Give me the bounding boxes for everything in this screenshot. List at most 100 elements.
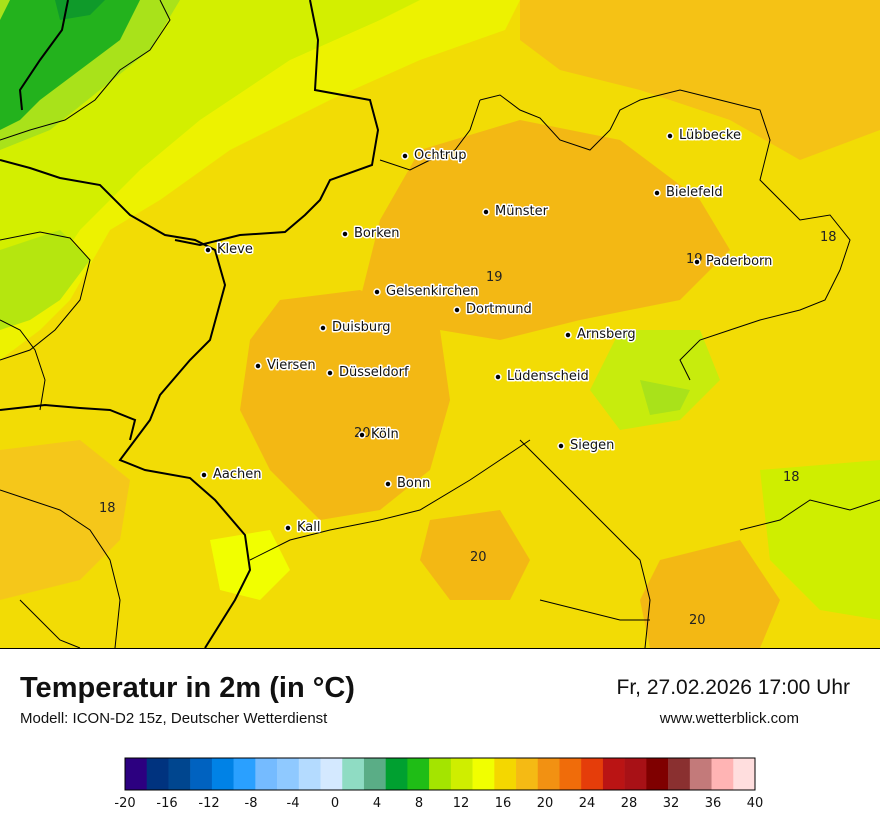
zone-18-northeast [520, 0, 880, 160]
city-dot [557, 442, 565, 450]
city-viersen[interactable]: Viersen [254, 357, 317, 375]
city-dot [284, 524, 292, 532]
isotherm-label: 20 [689, 613, 706, 628]
legend-tick-label: -8 [245, 796, 258, 811]
legend-swatch [168, 758, 191, 790]
city-label: Bonn [397, 476, 430, 491]
map-canvas: 19 19 18 20 18 18 20 20 Lübbecke Ochtrup… [0, 0, 880, 648]
city-dot [204, 246, 212, 254]
city-bielefeld[interactable]: Bielefeld [653, 184, 724, 202]
city-dot [453, 306, 461, 314]
legend-swatch [385, 758, 408, 790]
legend-tick-label: 24 [579, 796, 596, 811]
legend-swatch [320, 758, 343, 790]
isotherm-label: 18 [820, 230, 837, 245]
legend-tick-label: 20 [537, 796, 554, 811]
city-dot [494, 373, 502, 381]
city-label: Lüdenscheid [507, 369, 589, 384]
city-label: Kleve [217, 242, 253, 257]
city-dot [482, 208, 490, 216]
city-dot [373, 288, 381, 296]
zone-east-lime [590, 330, 720, 430]
city-luedenscheid[interactable]: Lüdenscheid [494, 368, 590, 386]
legend-tick-label: 0 [331, 796, 339, 811]
city-ochtrup[interactable]: Ochtrup [401, 147, 468, 165]
city-kleve[interactable]: Kleve [204, 241, 254, 259]
city-label: Münster [495, 204, 549, 219]
city-label: Duisburg [332, 320, 391, 335]
city-dot [319, 324, 327, 332]
legend-tick-label: 16 [495, 796, 512, 811]
city-kall[interactable]: Kall [284, 519, 322, 537]
legend-swatch [146, 758, 169, 790]
city-arnsberg[interactable]: Arnsberg [564, 326, 637, 344]
zone-southeast-lime [760, 460, 880, 620]
city-label: Aachen [213, 467, 261, 482]
color-legend: -20 -16 -12 -8 -4 0 4 8 12 16 20 24 28 32 36 40 [110, 756, 770, 816]
city-label: Lübbecke [679, 128, 741, 143]
city-dot [326, 369, 334, 377]
legend-swatch [211, 758, 234, 790]
city-bonn[interactable]: Bonn [384, 475, 432, 493]
city-borken[interactable]: Borken [341, 225, 401, 243]
city-gelsenkirchen[interactable]: Gelsenkirchen [373, 283, 480, 301]
model-source: Modell: ICON-D2 15z, Deutscher Wetterdie… [20, 710, 328, 727]
legend-swatch [298, 758, 321, 790]
city-label: Köln [371, 427, 399, 442]
national-border [0, 0, 380, 648]
temperature-map[interactable]: 19 19 18 20 18 18 20 20 Lübbecke Ochtrup… [0, 0, 880, 649]
city-luebbecke[interactable]: Lübbecke [666, 127, 742, 145]
city-duesseldorf[interactable]: Düsseldorf [326, 364, 410, 382]
legend-swatch [363, 758, 386, 790]
city-label: Kall [297, 520, 321, 535]
city-label: Ochtrup [414, 148, 467, 163]
legend-swatch [689, 758, 712, 790]
zone-19-core-north [360, 120, 730, 340]
city-dot [384, 480, 392, 488]
city-paderborn[interactable]: Paderborn [693, 253, 774, 271]
isotherm-label: 19 [486, 270, 503, 285]
city-dot [401, 152, 409, 160]
zone-west-lime [0, 230, 90, 330]
city-dot [693, 258, 701, 266]
legend-swatch [581, 758, 604, 790]
website-link[interactable]: www.wetterblick.com [659, 710, 799, 727]
legend-swatch [602, 758, 625, 790]
isotherm-label: 18 [783, 470, 800, 485]
legend-swatch [494, 758, 517, 790]
legend-swatch [277, 758, 300, 790]
zone-east-green [640, 380, 690, 415]
city-siegen[interactable]: Siegen [557, 437, 616, 455]
city-markers: Lübbecke Ochtrup Bielefeld Münster Borke… [200, 127, 774, 537]
legend-tick-label: -16 [156, 796, 177, 811]
legend-tick-label: -4 [287, 796, 300, 811]
city-koeln[interactable]: Köln [358, 426, 400, 444]
city-dortmund[interactable]: Dortmund [453, 301, 533, 319]
legend-tick-label: -20 [114, 796, 135, 811]
isotherm-label: 18 [99, 501, 116, 516]
city-dot [254, 362, 262, 370]
city-duisburg[interactable]: Duisburg [319, 319, 392, 337]
legend-frame [124, 757, 756, 791]
city-label: Paderborn [706, 254, 772, 269]
legend-tick-label: 36 [705, 796, 722, 811]
city-aachen[interactable]: Aachen [200, 466, 263, 484]
zone-20-south [420, 510, 530, 600]
legend-swatch [537, 758, 560, 790]
legend-swatch [516, 758, 539, 790]
zone-10-green [0, 0, 140, 130]
zone-19-core-south [240, 290, 450, 520]
zone-20-southeast [640, 540, 780, 648]
legend-swatch [255, 758, 278, 790]
legend-swatch [559, 758, 582, 790]
legend-swatch [233, 758, 256, 790]
city-dot [653, 189, 661, 197]
legend-tick-label: -12 [198, 796, 219, 811]
legend-swatch [342, 758, 365, 790]
city-label: Düsseldorf [339, 365, 409, 380]
city-label: Borken [354, 226, 400, 241]
legend-tick-label: 12 [453, 796, 470, 811]
city-muenster[interactable]: Münster [482, 203, 550, 221]
legend-tick-label: 8 [415, 796, 423, 811]
city-dot [341, 230, 349, 238]
